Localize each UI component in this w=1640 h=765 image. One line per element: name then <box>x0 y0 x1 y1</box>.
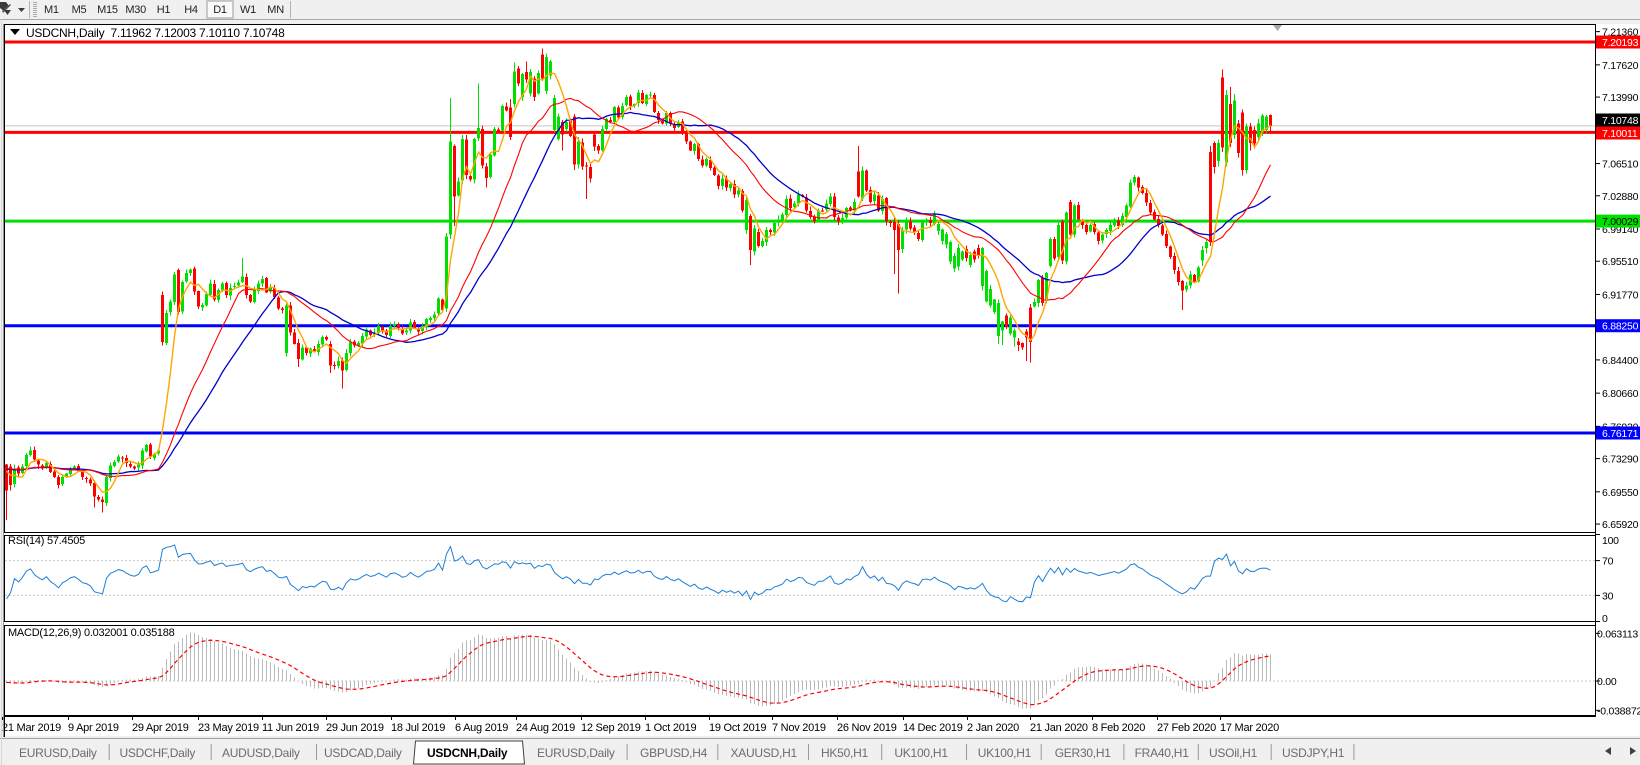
svg-text:HK50,H1: HK50,H1 <box>821 746 869 760</box>
svg-text:USDCNH,Daily 7.11962 7.12003: USDCNH,Daily 7.11962 7.12003 7.10110 7.1… <box>26 26 285 40</box>
svg-text:-0.038872: -0.038872 <box>1597 705 1640 717</box>
svg-text:17 Mar 2020: 17 Mar 2020 <box>1220 722 1279 734</box>
svg-text:7.13990: 7.13990 <box>1602 92 1639 104</box>
svg-text:GBPUSD,H4: GBPUSD,H4 <box>640 746 708 760</box>
svg-text:0: 0 <box>1602 613 1608 625</box>
svg-text:UK100,H1: UK100,H1 <box>894 746 948 760</box>
svg-text:11 Jun 2019: 11 Jun 2019 <box>262 722 319 734</box>
svg-text:M15: M15 <box>97 4 118 16</box>
svg-text:UK100,H1: UK100,H1 <box>978 746 1032 760</box>
svg-text:USDJPY,H1: USDJPY,H1 <box>1282 746 1345 760</box>
svg-text:7.17620: 7.17620 <box>1602 60 1639 72</box>
svg-text:6.91770: 6.91770 <box>1602 289 1639 301</box>
svg-text:7.10011: 7.10011 <box>1602 128 1638 140</box>
svg-text:100: 100 <box>1602 535 1619 547</box>
svg-text:26 Nov 2019: 26 Nov 2019 <box>837 722 897 734</box>
svg-text:7.06510: 7.06510 <box>1602 159 1639 171</box>
svg-text:29 Apr 2019: 29 Apr 2019 <box>132 722 189 734</box>
svg-text:6 Aug 2019: 6 Aug 2019 <box>455 722 508 734</box>
svg-text:6.88250: 6.88250 <box>1602 321 1639 333</box>
svg-text:23 May 2019: 23 May 2019 <box>198 722 259 734</box>
svg-text:USDCHF,Daily: USDCHF,Daily <box>120 746 196 760</box>
svg-text:GER30,H1: GER30,H1 <box>1055 746 1112 760</box>
svg-text:70: 70 <box>1602 556 1614 568</box>
svg-text:6.65920: 6.65920 <box>1602 519 1639 531</box>
svg-text:2 Jan 2020: 2 Jan 2020 <box>967 722 1019 734</box>
svg-text:EURUSD,Daily: EURUSD,Daily <box>537 746 615 760</box>
svg-text:7.10748: 7.10748 <box>1602 115 1639 127</box>
svg-text:XAUUSD,H1: XAUUSD,H1 <box>731 746 798 760</box>
svg-text:FRA40,H1: FRA40,H1 <box>1135 746 1190 760</box>
svg-text:7.00029: 7.00029 <box>1602 216 1639 228</box>
svg-text:USDCNH,Daily: USDCNH,Daily <box>427 746 508 760</box>
svg-text:USOil,H1: USOil,H1 <box>1209 746 1258 760</box>
svg-text:6.73290: 6.73290 <box>1602 454 1639 466</box>
svg-text:1 Oct 2019: 1 Oct 2019 <box>645 722 696 734</box>
svg-text:0.00: 0.00 <box>1597 676 1617 688</box>
svg-text:AUDUSD,Daily: AUDUSD,Daily <box>222 746 300 760</box>
svg-text:6.69550: 6.69550 <box>1602 487 1639 499</box>
svg-text:7.02880: 7.02880 <box>1602 191 1639 203</box>
svg-text:D1: D1 <box>213 4 227 16</box>
svg-text:30: 30 <box>1602 590 1614 602</box>
svg-text:8 Feb 2020: 8 Feb 2020 <box>1092 722 1145 734</box>
svg-text:6.76171: 6.76171 <box>1602 428 1639 440</box>
svg-text:27 Feb 2020: 27 Feb 2020 <box>1157 722 1216 734</box>
svg-text:29 Jun 2019: 29 Jun 2019 <box>326 722 384 734</box>
svg-text:M30: M30 <box>125 4 146 16</box>
svg-text:14 Dec 2019: 14 Dec 2019 <box>903 722 963 734</box>
svg-text:6.80660: 6.80660 <box>1602 388 1639 400</box>
svg-text:24 Aug 2019: 24 Aug 2019 <box>516 722 575 734</box>
svg-text:6.95510: 6.95510 <box>1602 256 1639 268</box>
svg-text:EURUSD,Daily: EURUSD,Daily <box>19 746 97 760</box>
svg-text:MACD(12,26,9) 0.032001 0.03518: MACD(12,26,9) 0.032001 0.035188 <box>8 627 175 639</box>
svg-text:0.063113: 0.063113 <box>1597 628 1638 640</box>
svg-text:W1: W1 <box>240 4 256 16</box>
svg-text:21 Jan 2020: 21 Jan 2020 <box>1030 722 1088 734</box>
svg-text:12 Sep 2019: 12 Sep 2019 <box>581 722 641 734</box>
svg-text:RSI(14) 57.4505: RSI(14) 57.4505 <box>8 535 85 547</box>
svg-text:MN: MN <box>267 4 284 16</box>
svg-text:H4: H4 <box>184 4 198 16</box>
svg-text:M5: M5 <box>72 4 87 16</box>
svg-text:9 Apr 2019: 9 Apr 2019 <box>68 722 119 734</box>
svg-text:19 Oct 2019: 19 Oct 2019 <box>709 722 766 734</box>
svg-text:USDCAD,Daily: USDCAD,Daily <box>324 746 402 760</box>
svg-text:7.20193: 7.20193 <box>1602 37 1639 49</box>
svg-text:21 Mar 2019: 21 Mar 2019 <box>2 722 61 734</box>
svg-text:H1: H1 <box>157 4 171 16</box>
svg-text:7 Nov 2019: 7 Nov 2019 <box>772 722 826 734</box>
svg-text:6.84400: 6.84400 <box>1602 355 1639 367</box>
svg-text:M1: M1 <box>44 4 59 16</box>
svg-text:18 Jul 2019: 18 Jul 2019 <box>391 722 445 734</box>
